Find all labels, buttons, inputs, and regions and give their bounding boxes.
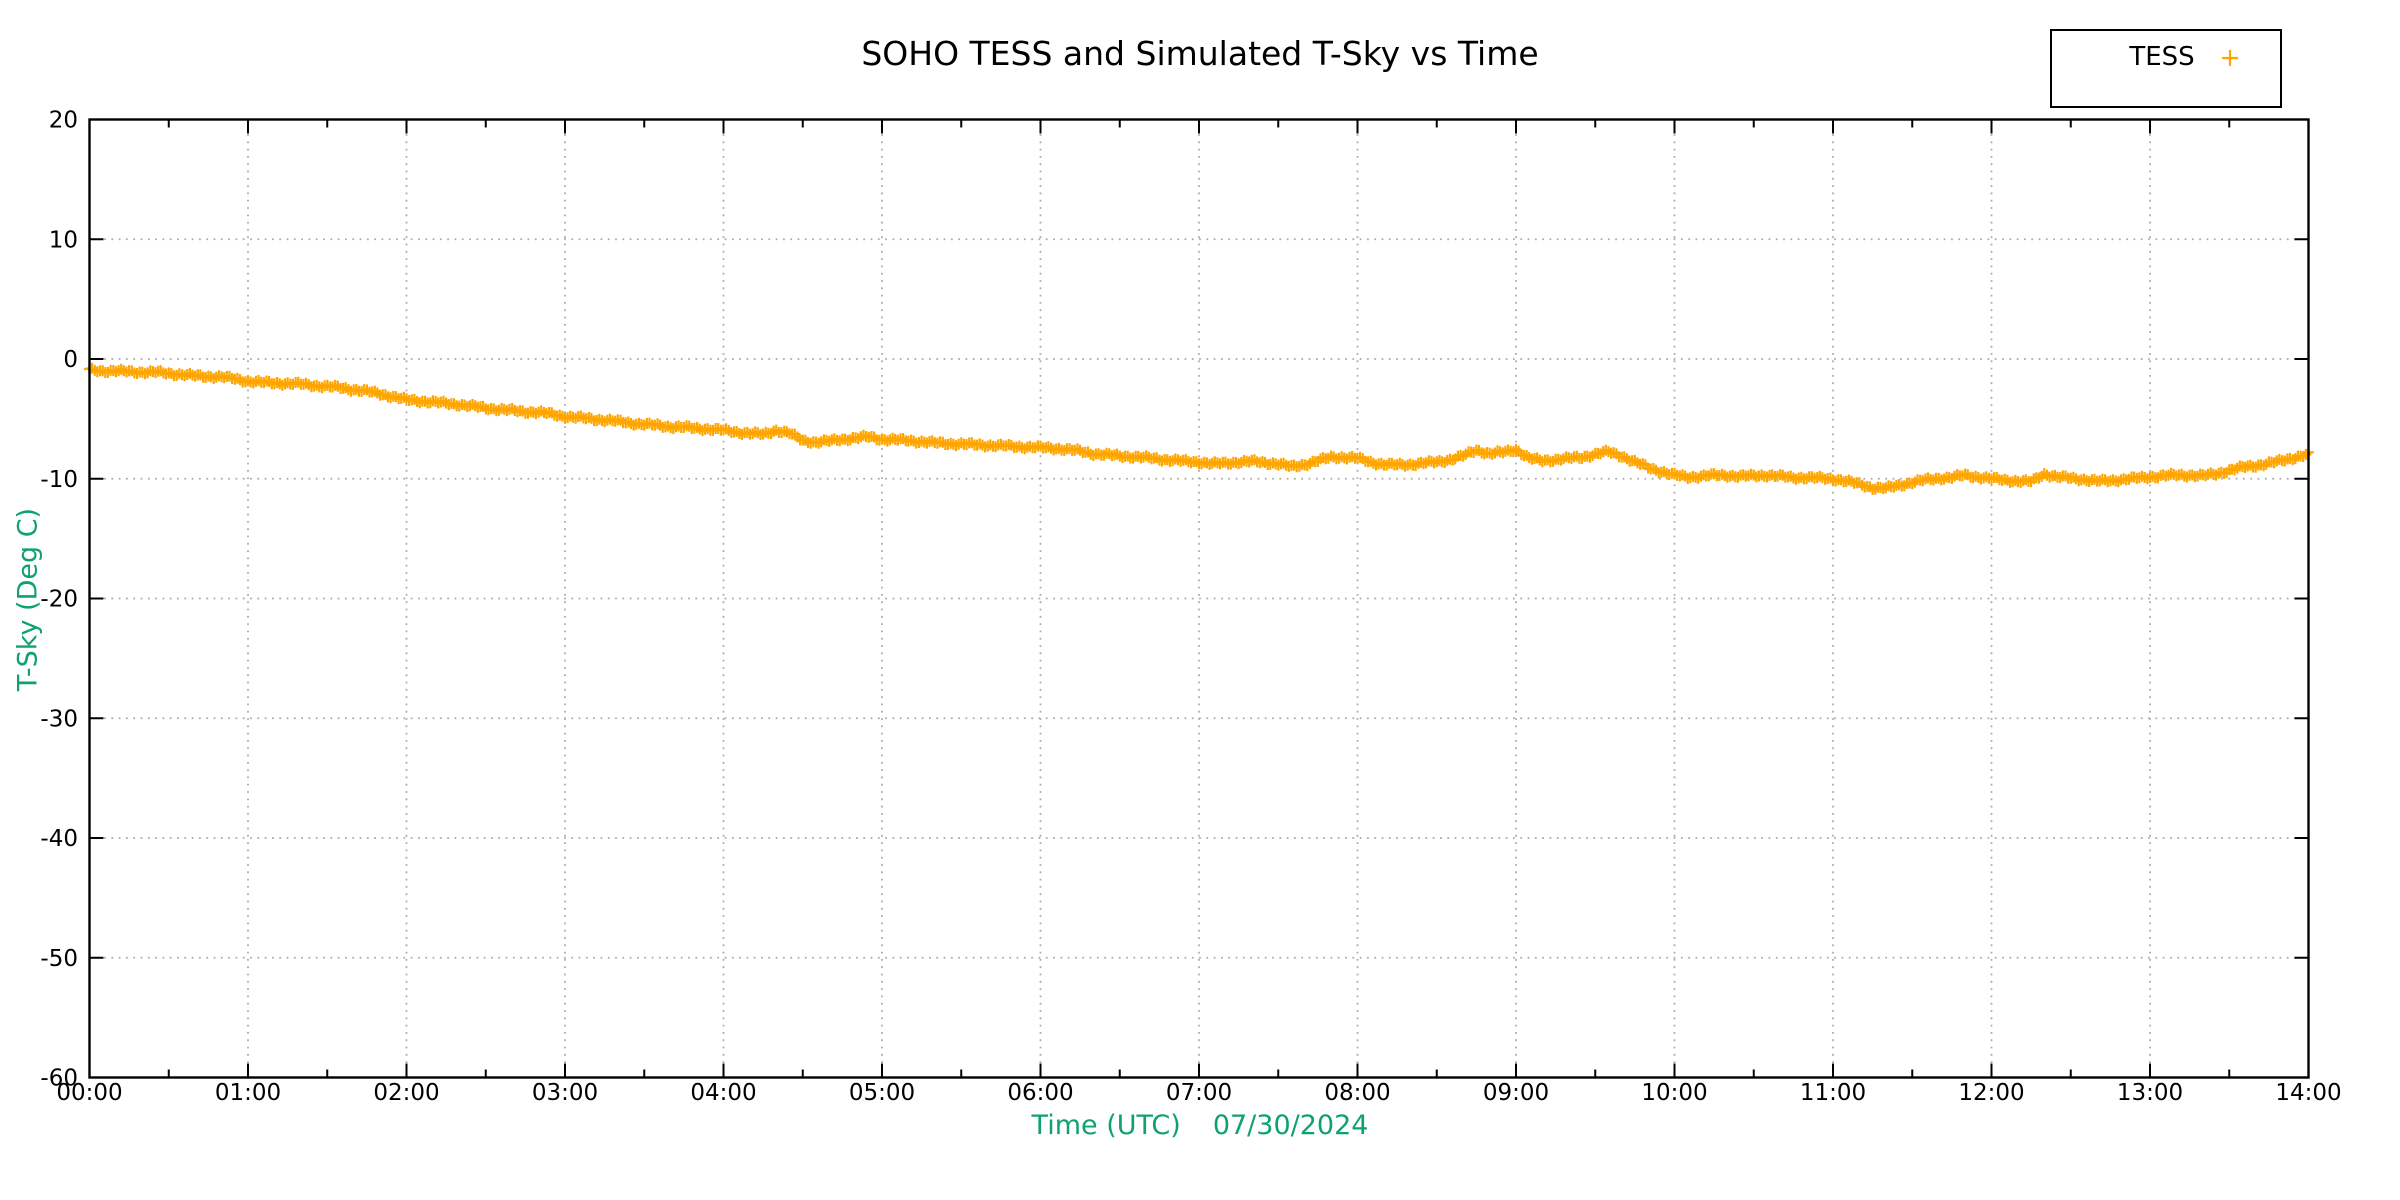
- gridlines: [89, 119, 2309, 1078]
- tick-labels: 00:00 01:00 02:00 03:00 04:00 05:00 06:00 07:00…: [40, 108, 2341, 1107]
- svg-text:-40: -40: [40, 826, 78, 852]
- legend-entry-label: TESS: [2129, 42, 2195, 72]
- svg-text:20: 20: [49, 108, 78, 134]
- svg-text:10:00: 10:00: [1641, 1080, 1707, 1106]
- svg-text:08:00: 08:00: [1324, 1080, 1390, 1106]
- axes-and-ticks: [88, 118, 2310, 1079]
- svg-text:10: 10: [49, 227, 78, 253]
- chart-title: SOHO TESS and Simulated T-Sky vs Time: [861, 34, 1539, 73]
- svg-text:09:00: 09:00: [1483, 1080, 1549, 1106]
- svg-text:13:00: 13:00: [2117, 1080, 2183, 1106]
- legend: TESS: [2050, 29, 2282, 108]
- svg-text:-50: -50: [40, 946, 78, 972]
- svg-text:01:00: 01:00: [215, 1080, 281, 1106]
- svg-text:-10: -10: [40, 467, 78, 493]
- svg-text:11:00: 11:00: [1800, 1080, 1866, 1106]
- svg-text:04:00: 04:00: [690, 1080, 756, 1106]
- svg-text:0: 0: [63, 347, 78, 373]
- svg-text:02:00: 02:00: [373, 1080, 439, 1106]
- svg-text:05:00: 05:00: [849, 1080, 915, 1106]
- svg-text:06:00: 06:00: [1007, 1080, 1073, 1106]
- svg-text:14:00: 14:00: [2275, 1080, 2341, 1106]
- y-axis-label: T-Sky (Deg C): [12, 507, 44, 692]
- svg-text:-20: -20: [40, 587, 78, 613]
- svg-text:03:00: 03:00: [532, 1080, 598, 1106]
- x-axis-label: Time (UTC) 07/30/2024: [0, 1112, 2400, 1139]
- legend-marker-plus-icon: [2222, 50, 2238, 66]
- svg-text:12:00: 12:00: [1958, 1080, 2024, 1106]
- svg-text:-60: -60: [40, 1066, 78, 1092]
- svg-text:07:00: 07:00: [1166, 1080, 1232, 1106]
- svg-text:00:00: 00:00: [56, 1080, 122, 1106]
- x-axis-label-time: Time (UTC): [1031, 1110, 1181, 1141]
- svg-text:-30: -30: [40, 706, 78, 732]
- x-axis-label-date: 07/30/2024: [1212, 1110, 1369, 1141]
